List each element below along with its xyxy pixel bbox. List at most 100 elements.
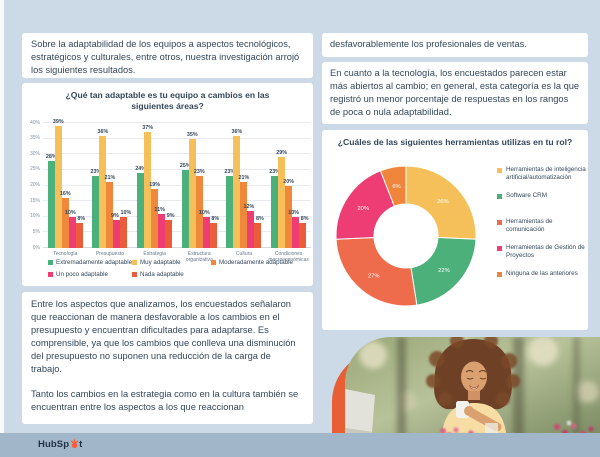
y-axis-tick-label: 20% [29, 182, 40, 188]
donut-legend-swatch [497, 194, 502, 199]
donut-chart-title: ¿Cuáles de las siguientes herramientas u… [337, 137, 573, 147]
intro-text: Sobre la adaptabilidad de los equipos a … [31, 39, 300, 75]
bar-value-label: 19% [149, 181, 161, 188]
donut-slice-label: 27% [368, 274, 380, 280]
technology-text: En cuanto a la tecnología, los encuestad… [330, 68, 580, 117]
bar [106, 182, 114, 248]
bar [151, 188, 159, 248]
donut-legend-item: Software CRM [497, 192, 587, 200]
bar [158, 213, 166, 248]
bar [75, 223, 83, 248]
bar-value-label: 10% [198, 209, 210, 216]
bar-value-label: 8% [256, 216, 264, 222]
bar [188, 138, 196, 248]
donut-legend-label: Herramientas de Gestión de Proyectos [506, 244, 585, 259]
legend-item: Muy adaptable [132, 259, 181, 266]
x-axis-category-label: Estructura organizativa [185, 251, 213, 263]
legend-label: Moderadamente adaptable [219, 259, 293, 266]
bar-value-label: 23% [193, 169, 205, 176]
gridline [43, 184, 311, 186]
legend-swatch [48, 260, 53, 265]
technology-card: En cuanto a la tecnología, los encuestad… [322, 62, 588, 124]
donut-slice [335, 236, 418, 307]
legend-item: Extremadamente adaptable [48, 259, 132, 266]
legend-swatch [132, 271, 137, 277]
bar-value-label: 11% [154, 206, 165, 213]
donut-legend-item: Herramientas de inteligencia artificial/… [497, 166, 587, 182]
bar-value-label: 39% [52, 119, 64, 126]
bar-value-label: 23% [269, 169, 281, 176]
donut-slice-label: 6% [392, 184, 400, 190]
analysis-paragraph-1: Entre los aspectos que analizamos, los e… [31, 299, 296, 374]
bar-value-label: 23% [90, 169, 102, 176]
bar [233, 135, 241, 248]
bar [240, 182, 248, 248]
bar-chart-plot: 0% 5% 10% 15% 20% 25% 30% 35% 40% 28% 39% 16% 10% 8% T… [30, 119, 311, 263]
continuation-text: desfavorablemente los profesionales de v… [330, 39, 527, 49]
photo-laptop [345, 389, 375, 436]
bar [271, 176, 279, 248]
bar-group: 28% 39% 16% 10% 8% Tecnología [43, 119, 88, 257]
donut-slice-label: 26% [437, 199, 449, 205]
bar-value-label: 23% [224, 169, 236, 176]
donut-legend-label: Herramientas de comunicación [506, 218, 553, 233]
donut-legend: Herramientas de inteligencia artificial/… [497, 166, 587, 288]
y-axis-tick-label: 15% [29, 197, 40, 204]
bar-value-label: 35% [186, 131, 198, 138]
donut-chart-card: ¿Cuáles de las siguientes herramientas u… [322, 130, 588, 330]
gridline [43, 137, 311, 139]
donut-legend-item: Herramientas de comunicación [497, 218, 587, 234]
bar [120, 216, 128, 248]
bar-value-label: 36% [231, 128, 243, 135]
y-axis-tick-label: 35% [29, 135, 40, 142]
y-axis-tick-label: 25% [29, 166, 40, 173]
bar [165, 219, 173, 248]
gridline [43, 231, 311, 233]
bar [278, 157, 286, 248]
gridline [43, 247, 311, 248]
page-left-edge [0, 0, 4, 433]
photo-hand [464, 406, 474, 416]
gridline [43, 153, 311, 155]
bar [54, 126, 62, 248]
bar [92, 176, 100, 248]
bar [226, 176, 234, 248]
bar-group: 25% 35% 23% 10% 8% Estructura organizativa [177, 123, 222, 263]
bar-value-label: 9% [166, 212, 175, 219]
bar [254, 223, 262, 248]
bar-value-label: 10% [288, 209, 300, 216]
bar [68, 216, 76, 248]
bar-value-label: 16% [59, 191, 71, 197]
bar [144, 132, 152, 248]
donut-legend-swatch [497, 246, 502, 251]
bar [61, 198, 69, 248]
donut-legend-swatch [497, 168, 502, 173]
bar-value-label: 25% [179, 162, 191, 169]
x-axis-category-label: Presupuesto [95, 251, 125, 257]
gridline [43, 215, 311, 217]
bar-value-label: 10% [120, 209, 132, 216]
x-axis-category-label: Estrategia [143, 251, 166, 257]
x-axis-category-label: Cultura [235, 251, 253, 257]
donut-slice [379, 165, 407, 207]
bar [47, 160, 55, 248]
y-axis-tick-label: 0% [32, 244, 40, 251]
bar-value-label: 8% [211, 216, 220, 222]
bar-value-label: 9% [111, 212, 119, 219]
bar-value-label: 24% [135, 166, 147, 172]
donut-legend-label: Ninguna de las anteriores [506, 270, 578, 277]
y-axis-tick-label: 40% [29, 119, 40, 126]
bar-chart-title: ¿Qué tan adaptable es tu equipo a cambio… [65, 90, 270, 111]
gridline [43, 122, 311, 123]
bar-group: 23% 36% 21% 12% 8% Cultura [222, 123, 267, 258]
donut-chart: 26% 22% 27% 20% 6% [335, 165, 477, 307]
donut-slice [405, 165, 477, 240]
legend-swatch [211, 260, 216, 265]
bar-value-label: 8% [77, 216, 86, 222]
donut-legend-label: Herramientas de inteligencia artificial/… [506, 166, 586, 181]
hubspot-logo[interactable]: HubSp t [38, 439, 82, 450]
bar-value-label: 28% [45, 153, 57, 160]
bar-value-label: 12% [243, 203, 255, 210]
legend-label: Nada adaptable [140, 270, 184, 278]
